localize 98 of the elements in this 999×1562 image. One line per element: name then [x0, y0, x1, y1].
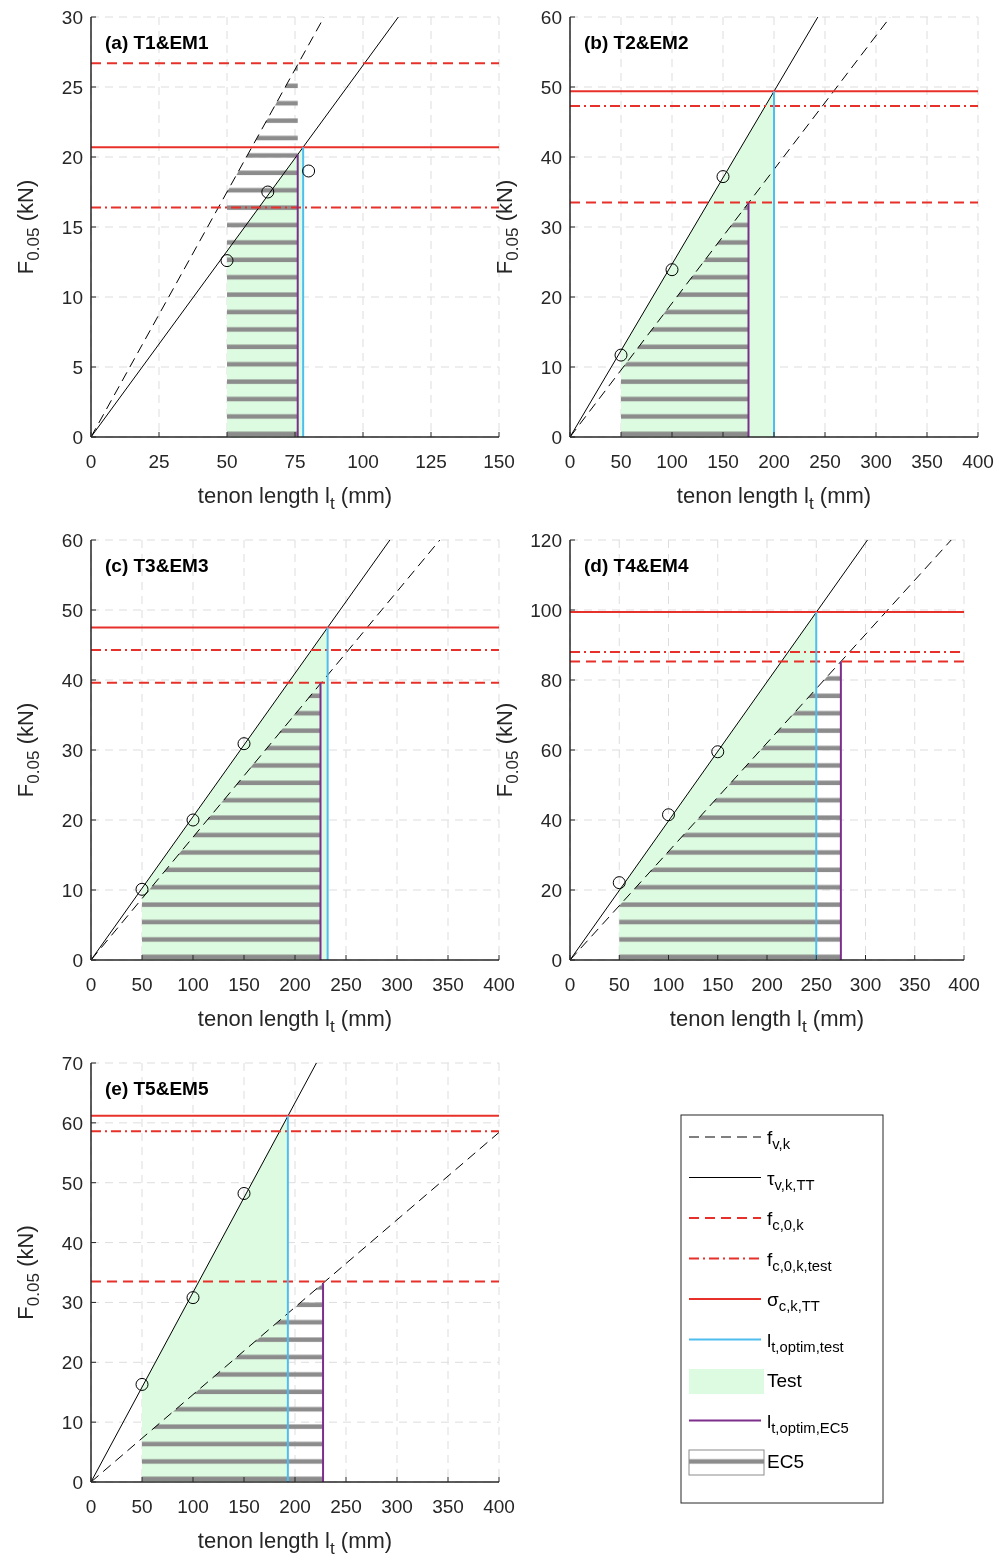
x-tick-label: 0 — [564, 974, 576, 995]
x-tick-label: 0 — [85, 974, 97, 995]
x-tick-label: 350 — [911, 451, 943, 472]
x-tick-label: 300 — [849, 974, 882, 995]
legend-label: f$_{c,0,k}$ — [767, 1208, 805, 1234]
legend-label: EC5 — [767, 1451, 804, 1472]
y-tick-label: 25 — [61, 77, 83, 98]
y-tick-label: 20 — [61, 147, 83, 168]
y-tick-label: 0 — [551, 950, 562, 971]
y-tick-label: 40 — [61, 670, 83, 691]
x-tick-label: 150 — [228, 1496, 260, 1517]
y-tick-label: 50 — [540, 77, 562, 98]
x-axis-title: tenon length l$_{t}$ (mm) — [197, 1006, 393, 1036]
y-tick-label: 100 — [530, 600, 562, 621]
y-tick-label: 60 — [61, 1112, 83, 1134]
y-tick-label: 50 — [61, 1172, 83, 1194]
y-tick-label: 80 — [540, 670, 562, 691]
x-tick-label: 300 — [381, 974, 413, 995]
y-tick-label: 10 — [61, 287, 83, 308]
x-tick-label: 350 — [898, 974, 931, 995]
y-tick-label: 120 — [530, 530, 562, 551]
legend-label: σ$_{c,k,TT}$ — [767, 1289, 820, 1315]
y-tick-label: 20 — [540, 287, 562, 308]
y-tick-label: 30 — [61, 7, 83, 28]
y-tick-label: 0 — [72, 427, 83, 448]
y-tick-label: 30 — [540, 217, 562, 238]
x-tick-label: 200 — [279, 974, 311, 995]
y-tick-label: 20 — [540, 880, 562, 901]
text: (e) T5&EM5 — [105, 1078, 209, 1099]
x-tick-label: 100 — [177, 974, 209, 995]
x-tick-label: 250 — [330, 974, 362, 995]
x-tick-label: 100 — [347, 451, 379, 472]
y-tick-label: 40 — [61, 1232, 83, 1254]
y-tick-label: 20 — [61, 810, 83, 831]
x-tick-label: 250 — [330, 1496, 362, 1517]
x-tick-label: 350 — [432, 1496, 464, 1517]
x-tick-label: 50 — [610, 451, 632, 472]
x-axis-title: tenon length l$_{t}$ (mm) — [676, 483, 872, 513]
x-tick-label: 150 — [483, 451, 515, 472]
x-tick-label: 350 — [432, 974, 464, 995]
y-tick-label: 40 — [540, 147, 562, 168]
y-tick-label: 60 — [540, 7, 562, 28]
x-tick-label: 50 — [131, 974, 153, 995]
x-axis-title: tenon length l$_{t}$ (mm) — [669, 1006, 865, 1036]
y-tick-label: 40 — [540, 810, 562, 831]
x-tick-label: 200 — [279, 1496, 311, 1517]
y-tick-label: 0 — [72, 1472, 83, 1493]
x-tick-label: 0 — [564, 451, 576, 472]
x-tick-label: 150 — [228, 974, 260, 995]
legend-label: f$_{v,k}$ — [767, 1127, 791, 1153]
x-tick-label: 100 — [177, 1496, 209, 1517]
x-axis-title: tenon length l$_{t}$ (mm) — [197, 1528, 393, 1558]
x-tick-label: 250 — [809, 451, 841, 472]
y-tick-label: 20 — [61, 1352, 83, 1374]
y-tick-label: 10 — [540, 357, 562, 378]
x-tick-label: 50 — [131, 1496, 153, 1517]
y-tick-label: 50 — [61, 600, 83, 621]
x-tick-label: 250 — [800, 974, 833, 995]
y-tick-label: 60 — [61, 530, 83, 551]
legend-label: τ$_{v,k,TT}$ — [767, 1167, 815, 1193]
x-tick-label: 200 — [751, 974, 783, 995]
x-tick-label: 300 — [860, 451, 892, 472]
x-tick-label: 150 — [701, 974, 734, 995]
x-tick-label: 100 — [652, 974, 685, 995]
x-tick-label: 300 — [381, 1496, 413, 1517]
x-tick-label: 125 — [415, 451, 447, 472]
y-tick-label: 0 — [72, 950, 83, 971]
x-tick-label: 150 — [707, 451, 739, 472]
x-tick-label: 200 — [758, 451, 790, 472]
x-tick-label: 400 — [483, 1496, 515, 1517]
x-tick-label: 400 — [483, 974, 515, 995]
y-tick-label: 10 — [61, 1412, 83, 1434]
y-tick-label: 30 — [61, 740, 83, 761]
x-tick-label: 75 — [284, 451, 306, 472]
legend-label: f$_{c,0,k,test}$ — [767, 1248, 832, 1274]
y-tick-label: 70 — [61, 1053, 83, 1074]
x-axis-title: tenon length l$_{t}$ (mm) — [197, 483, 393, 513]
x-tick-label: 400 — [962, 451, 994, 472]
y-tick-label: 30 — [61, 1292, 83, 1314]
x-tick-label: 100 — [656, 451, 688, 472]
x-tick-label: 0 — [85, 451, 97, 472]
x-tick-label: 50 — [216, 451, 238, 472]
text: (b) T2&EM2 — [584, 32, 689, 53]
x-tick-label: 50 — [608, 974, 630, 995]
y-tick-label: 15 — [61, 217, 83, 238]
x-tick-label: 400 — [948, 974, 980, 995]
legend-label: Test — [767, 1370, 803, 1391]
text: (a) T1&EM1 — [105, 32, 209, 53]
legend-label: l$_{t,optim,EC5}$ — [767, 1410, 849, 1436]
y-tick-label: 60 — [540, 740, 562, 761]
text: (d) T4&EM4 — [584, 555, 689, 576]
y-tick-label: 10 — [61, 880, 83, 901]
x-tick-label: 25 — [148, 451, 170, 472]
y-tick-label: 5 — [72, 357, 83, 378]
x-tick-label: 0 — [85, 1496, 97, 1517]
legend-label: l$_{t,optim,test}$ — [767, 1329, 844, 1355]
text: (c) T3&EM3 — [105, 555, 209, 576]
y-tick-label: 0 — [551, 427, 562, 448]
